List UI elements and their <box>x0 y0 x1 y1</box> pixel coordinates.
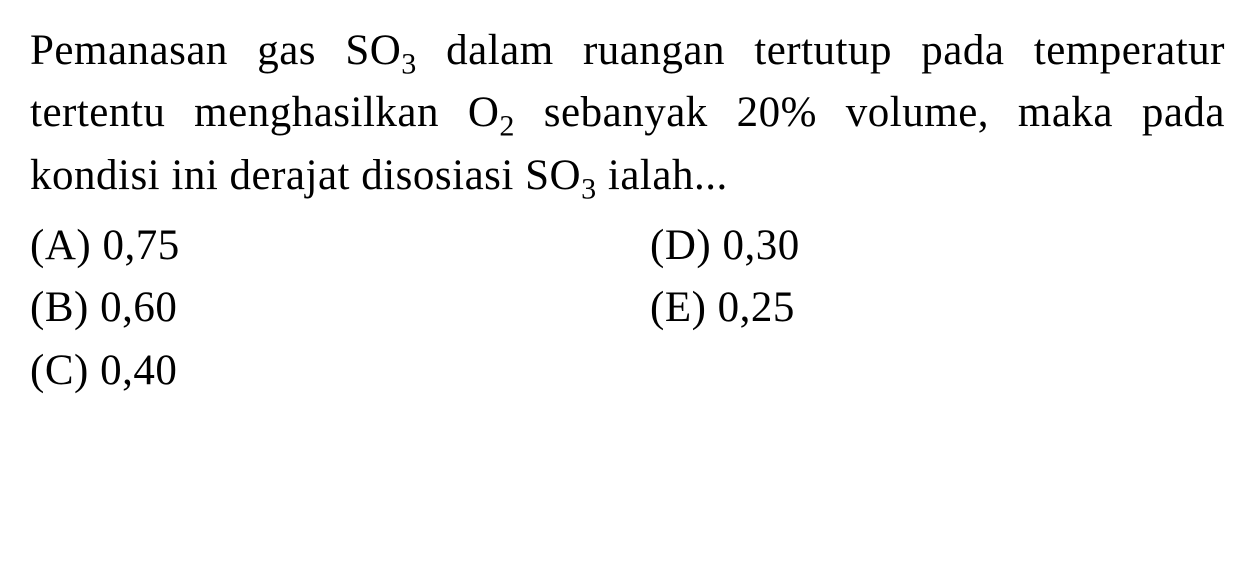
options-column-right: (D) 0,30 (E) 0,25 <box>650 215 1225 402</box>
option-a-label: (A) <box>30 222 91 269</box>
option-b: (B) 0,60 <box>30 277 650 339</box>
option-b-label: (B) <box>30 284 89 331</box>
option-c-value: 0,40 <box>100 347 177 394</box>
option-c-label: (C) <box>30 347 89 394</box>
option-d: (D) 0,30 <box>650 215 1225 277</box>
subscript-o2: 2 <box>499 109 515 143</box>
option-a: (A) 0,75 <box>30 215 650 277</box>
subscript-so3-2: 3 <box>581 171 597 205</box>
option-d-label: (D) <box>650 222 711 269</box>
options-column-left: (A) 0,75 (B) 0,60 (C) 0,40 <box>30 215 650 402</box>
option-e-label: (E) <box>650 284 706 331</box>
option-c: (C) 0,40 <box>30 340 650 402</box>
option-d-value: 0,30 <box>722 222 799 269</box>
option-e-value: 0,25 <box>718 284 795 331</box>
options-container: (A) 0,75 (B) 0,60 (C) 0,40 (D) 0,30 (E) … <box>30 215 1225 402</box>
question-text: Pemanasan gas SO3 dalam ruangan tertutup… <box>30 20 1225 207</box>
question-part1: Pemanasan gas SO <box>30 27 401 74</box>
subscript-so3-1: 3 <box>401 47 417 81</box>
option-a-value: 0,75 <box>102 222 179 269</box>
option-e: (E) 0,25 <box>650 277 1225 339</box>
question-part4: ialah... <box>597 152 728 199</box>
option-b-value: 0,60 <box>100 284 177 331</box>
